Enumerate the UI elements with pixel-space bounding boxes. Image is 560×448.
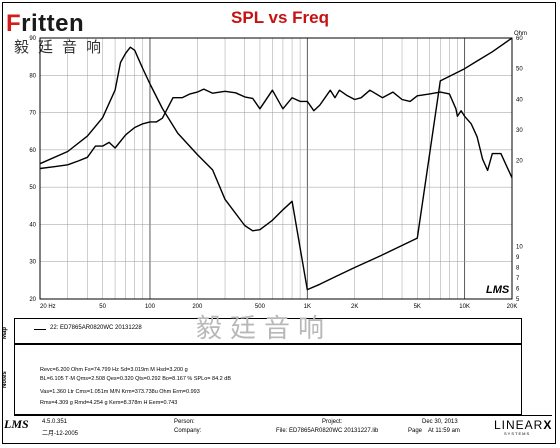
x-tick-label: 100 [145,304,156,310]
y-tick-label-left: 40 [29,222,36,228]
y-tick-label-left: 90 [29,36,36,42]
y-tick-label-right: 60 [516,36,523,42]
legend-entry: 22: ED7865AR0820WC 20131228 [50,325,142,331]
chart-title: SPL vs Freq [231,8,329,27]
y-tick-label-left: 50 [29,185,36,191]
y-tick-label-right: 8 [516,266,520,272]
brand-logo: Fritten 毅廷音响 [6,10,156,56]
footer-time: At 11:59 am [428,428,460,434]
y-tick-label-right: 20 [516,159,523,165]
plot-border [39,37,513,300]
y-tick-label-left: 60 [29,148,36,154]
series-line-spl [39,88,513,179]
watermark: 毅廷音响 [196,314,333,344]
vendor-logo-text: LINEAR [494,418,544,432]
chart-grid [39,37,513,300]
notes-line-1: Revc=6.200 Ohm Fs=74.799 Hz Sd=3.019m M … [40,367,188,373]
brand-logo-initial: F [6,10,22,37]
y-tick-label-right: 40 [516,97,523,103]
vendor-logo-sub: SYSTEMS [504,431,531,436]
y-tick-label-left: 20 [29,297,36,303]
x-tick-label: 5K [414,304,421,310]
notes-panel [14,344,522,415]
x-tick-label: 20 Hz [40,304,56,310]
y-tick-label-right: 7 [516,276,520,282]
y-tick-label-right: 10 [516,245,523,251]
map-label: Map [2,327,8,339]
footer-date: Dec 30, 2013 [422,419,458,425]
x-tick-label: 1K [304,304,311,310]
footer-version-date: 二月-12-2005 [42,431,79,437]
vendor-logo: LINEARX [494,418,552,432]
y-tick-label-right: 9 [516,255,520,261]
chart-series [39,37,513,291]
vendor-logo-mark: X [543,418,553,432]
y-tick-label-right: 6 [516,287,520,293]
notes-label: Notes [2,371,8,389]
legend-swatch [34,329,46,330]
brand-logo-rest: ritten [21,10,85,37]
footer-file: File: ED7865AR0820WC 20131227.lib [276,428,379,434]
y-axis-unit-right: Ohm [514,31,527,37]
notes-line-2: BL=6.105 T·M Qms=2.508 Qes=0.320 Qts=0.2… [40,376,231,382]
y-tick-label-left: 70 [29,111,36,117]
footer-project: Project: [322,419,343,425]
chart-lms-logo: LMS [486,284,510,296]
y-tick-label-left: 30 [29,260,36,266]
y-tick-label-right: 5 [516,297,520,303]
footer-person: Person: [174,419,195,425]
footer-lms-logo: LMS [4,417,29,431]
x-tick-label: 50 [99,304,106,310]
y-tick-label-right: 50 [516,67,523,73]
page-frame [2,2,556,444]
notes-line-4: Rms=4.309 g Rmd=4.254 g Kem=8.378m H Eem… [40,400,178,406]
footer-company: Company: [174,428,202,434]
y-tick-label-right: 30 [516,128,523,134]
series-line-impedance [39,37,513,291]
footer-page: Page [408,428,423,434]
notes-line-3: Vas=1.360 Ltr Cms=1.051m M/N Krm=373.738… [40,389,200,395]
footer-version: 4.5.0.351 [42,419,68,425]
x-tick-label: 200 [192,304,203,310]
x-tick-label: 20K [507,304,518,310]
x-tick-label: 10K [459,304,470,310]
x-tick-label: 2K [351,304,358,310]
brand-logo-cn: 毅廷音响 [14,38,111,56]
y-tick-label-left: 80 [29,73,36,79]
map-panel [14,318,522,344]
footer [14,415,552,443]
brand-logo-text: Fritten [6,10,84,38]
x-tick-label: 500 [255,304,266,310]
